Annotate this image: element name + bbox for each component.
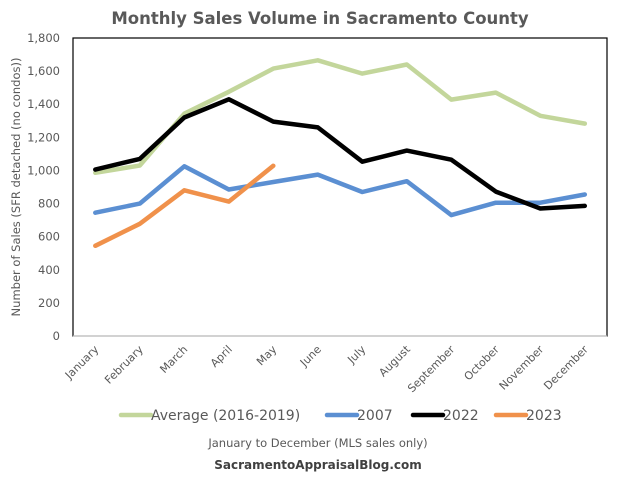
series-line-2007 [93,164,588,218]
y-tick-label: 600 [38,230,60,244]
x-tick-label: June [297,343,324,370]
y-tick-label: 1,000 [27,163,60,177]
chart-subtitle: January to December (MLS sales only) [207,436,427,450]
x-tick-label: July [344,343,368,367]
x-tick-label: November [497,343,547,393]
y-tick-label: 400 [38,263,60,277]
y-tick-label: 0 [53,329,60,343]
legend-label: 2007 [357,408,393,424]
y-tick-label: 800 [38,197,60,211]
series-line-2022 [93,97,588,211]
y-axis-ticks: 0 200 400 600 800 1,000 1,200 1,400 1,600 1,800 [27,31,60,343]
y-tick-label: 1,200 [27,130,60,144]
x-tick-label: March [157,343,190,376]
chart-title: Monthly Sales Volume in Sacramento Count… [111,9,529,28]
legend: Average (2016-2019) 2007 2022 2023 [118,408,562,424]
x-tick-label: January [62,343,102,383]
x-tick-label: May [254,343,280,369]
series-group [93,58,588,249]
series-line-average-2016-2019 [93,58,588,176]
x-tick-label: September [405,343,458,396]
y-axis-label: Number of Sales (SFR detached (no condos… [9,58,23,317]
legend-label: 2022 [443,408,479,424]
x-tick-label: October [462,343,503,384]
x-tick-label: February [102,343,146,387]
x-tick-label: August [376,342,413,379]
y-tick-label: 200 [38,296,60,310]
y-tick-label: 1,400 [27,97,60,111]
legend-label: 2023 [526,408,562,424]
y-tick-label: 1,600 [27,64,60,78]
legend-label: Average (2016-2019) [151,408,300,424]
x-tick-label: April [208,343,235,370]
y-tick-label: 1,800 [27,31,60,45]
x-axis-ticks: January February March April May June July Augu… [62,342,591,395]
source-credit: SacramentoAppraisalBlog.com [214,458,422,472]
x-tick-label: December [541,343,591,393]
plot-area [72,37,608,337]
